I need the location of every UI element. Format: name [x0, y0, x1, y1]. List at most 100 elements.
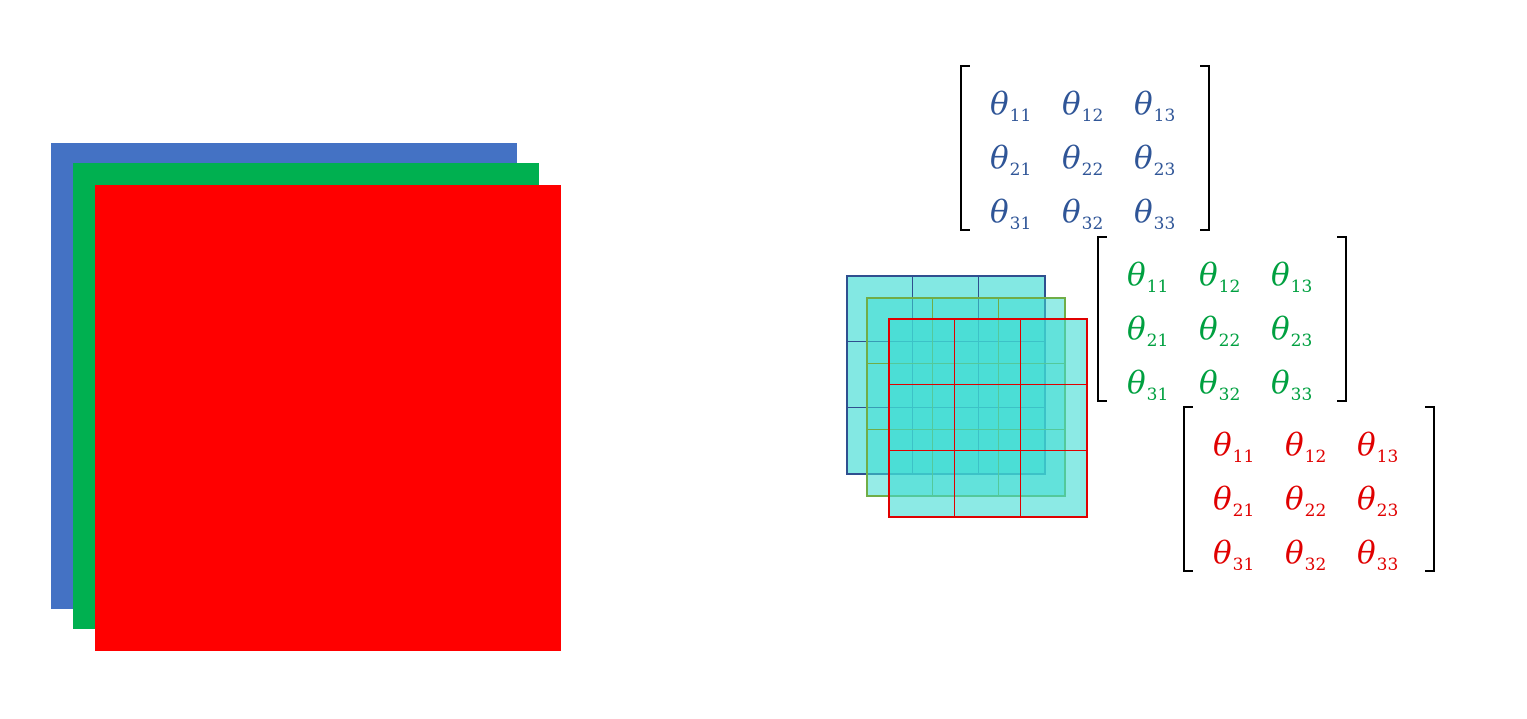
- kernel-cell: [890, 320, 956, 386]
- theta-index: 31: [1232, 555, 1255, 575]
- theta-11-entry: θ11: [1213, 418, 1285, 472]
- theta-symbol: θ: [1357, 481, 1376, 517]
- theta-symbol: θ: [1062, 86, 1081, 122]
- theta-22-entry: θ22: [1199, 302, 1271, 356]
- theta-33-entry: θ33: [1357, 526, 1429, 580]
- right-bracket: [1337, 236, 1347, 402]
- theta-21-entry: θ21: [1213, 472, 1285, 526]
- theta-index: 12: [1218, 277, 1241, 297]
- theta-32-entry: θ32: [1199, 356, 1271, 410]
- kernel-cell: [955, 385, 1021, 451]
- kernel-cell: [890, 450, 956, 516]
- theta-12-entry: θ12: [1199, 248, 1271, 302]
- theta-index: 31: [1009, 214, 1032, 234]
- kernel-cell: [890, 385, 956, 451]
- theta-32-entry: θ32: [1285, 526, 1357, 580]
- right-bracket: [1425, 406, 1435, 572]
- theta-index: 11: [1009, 106, 1032, 126]
- blue-theta-matrix: θ11 θ12 θ13 θ21 θ22 θ23 θ31 θ32 θ33: [960, 65, 1210, 234]
- green-theta-matrix: θ11 θ12 θ13 θ21 θ22 θ23 θ31 θ32 θ33: [1097, 236, 1347, 405]
- theta-symbol: θ: [1213, 481, 1232, 517]
- theta-index: 31: [1146, 385, 1169, 405]
- theta-symbol: θ: [1127, 311, 1146, 347]
- kernel-cell: [955, 320, 1021, 386]
- theta-33-entry: θ33: [1134, 185, 1206, 239]
- theta-symbol: θ: [1134, 140, 1153, 176]
- theta-11-entry: θ11: [990, 77, 1062, 131]
- theta-symbol: θ: [1134, 86, 1153, 122]
- theta-index: 32: [1304, 555, 1327, 575]
- theta-symbol: θ: [1285, 427, 1304, 463]
- theta-index: 21: [1009, 160, 1032, 180]
- theta-index: 23: [1153, 160, 1176, 180]
- red-channel-plane: [95, 185, 561, 651]
- theta-symbol: θ: [1285, 535, 1304, 571]
- theta-symbol: θ: [990, 140, 1009, 176]
- theta-symbol: θ: [1271, 365, 1290, 401]
- theta-13-entry: θ13: [1134, 77, 1206, 131]
- theta-11-entry: θ11: [1127, 248, 1199, 302]
- theta-index: 12: [1304, 447, 1327, 467]
- left-bracket: [960, 65, 970, 231]
- theta-index: 21: [1232, 501, 1255, 521]
- theta-symbol: θ: [1285, 481, 1304, 517]
- theta-index: 23: [1376, 501, 1399, 521]
- red-kernel-grid: [888, 318, 1088, 518]
- kernel-cell: [1020, 385, 1086, 451]
- theta-symbol: θ: [1357, 427, 1376, 463]
- theta-21-entry: θ21: [1127, 302, 1199, 356]
- theta-index: 22: [1304, 501, 1327, 521]
- theta-index: 33: [1290, 385, 1313, 405]
- left-bracket: [1097, 236, 1107, 402]
- theta-symbol: θ: [1062, 194, 1081, 230]
- theta-index: 33: [1376, 555, 1399, 575]
- theta-index: 21: [1146, 331, 1169, 351]
- theta-index: 33: [1153, 214, 1176, 234]
- theta-index: 23: [1290, 331, 1313, 351]
- right-bracket: [1200, 65, 1210, 231]
- theta-symbol: θ: [1127, 257, 1146, 293]
- theta-symbol: θ: [1199, 257, 1218, 293]
- theta-32-entry: θ32: [1062, 185, 1134, 239]
- theta-23-entry: θ23: [1134, 131, 1206, 185]
- left-bracket: [1183, 406, 1193, 572]
- theta-symbol: θ: [1134, 194, 1153, 230]
- theta-23-entry: θ23: [1271, 302, 1343, 356]
- theta-symbol: θ: [1199, 365, 1218, 401]
- kernel-cell: [955, 450, 1021, 516]
- theta-index: 22: [1081, 160, 1104, 180]
- theta-index: 13: [1290, 277, 1313, 297]
- theta-31-entry: θ31: [990, 185, 1062, 239]
- theta-22-entry: θ22: [1062, 131, 1134, 185]
- theta-index: 11: [1146, 277, 1169, 297]
- theta-index: 11: [1232, 447, 1255, 467]
- theta-12-entry: θ12: [1285, 418, 1357, 472]
- theta-23-entry: θ23: [1357, 472, 1429, 526]
- theta-index: 13: [1376, 447, 1399, 467]
- kernel-cell: [1020, 320, 1086, 386]
- theta-symbol: θ: [1213, 427, 1232, 463]
- theta-symbol: θ: [1271, 311, 1290, 347]
- theta-13-entry: θ13: [1271, 248, 1343, 302]
- theta-symbol: θ: [990, 194, 1009, 230]
- theta-index: 13: [1153, 106, 1176, 126]
- theta-index: 12: [1081, 106, 1104, 126]
- theta-symbol: θ: [1062, 140, 1081, 176]
- theta-symbol: θ: [1357, 535, 1376, 571]
- theta-symbol: θ: [1271, 257, 1290, 293]
- theta-12-entry: θ12: [1062, 77, 1134, 131]
- kernel-cell: [1021, 451, 1086, 516]
- theta-symbol: θ: [990, 86, 1009, 122]
- theta-index: 32: [1218, 385, 1241, 405]
- theta-symbol: θ: [1199, 311, 1218, 347]
- theta-symbol: θ: [1213, 535, 1232, 571]
- red-theta-matrix: θ11 θ12 θ13 θ21 θ22 θ23 θ31 θ32 θ33: [1183, 406, 1435, 575]
- theta-21-entry: θ21: [990, 131, 1062, 185]
- theta-index: 22: [1218, 331, 1241, 351]
- theta-13-entry: θ13: [1357, 418, 1429, 472]
- theta-31-entry: θ31: [1213, 526, 1285, 580]
- theta-symbol: θ: [1127, 365, 1146, 401]
- theta-33-entry: θ33: [1271, 356, 1343, 410]
- theta-31-entry: θ31: [1127, 356, 1199, 410]
